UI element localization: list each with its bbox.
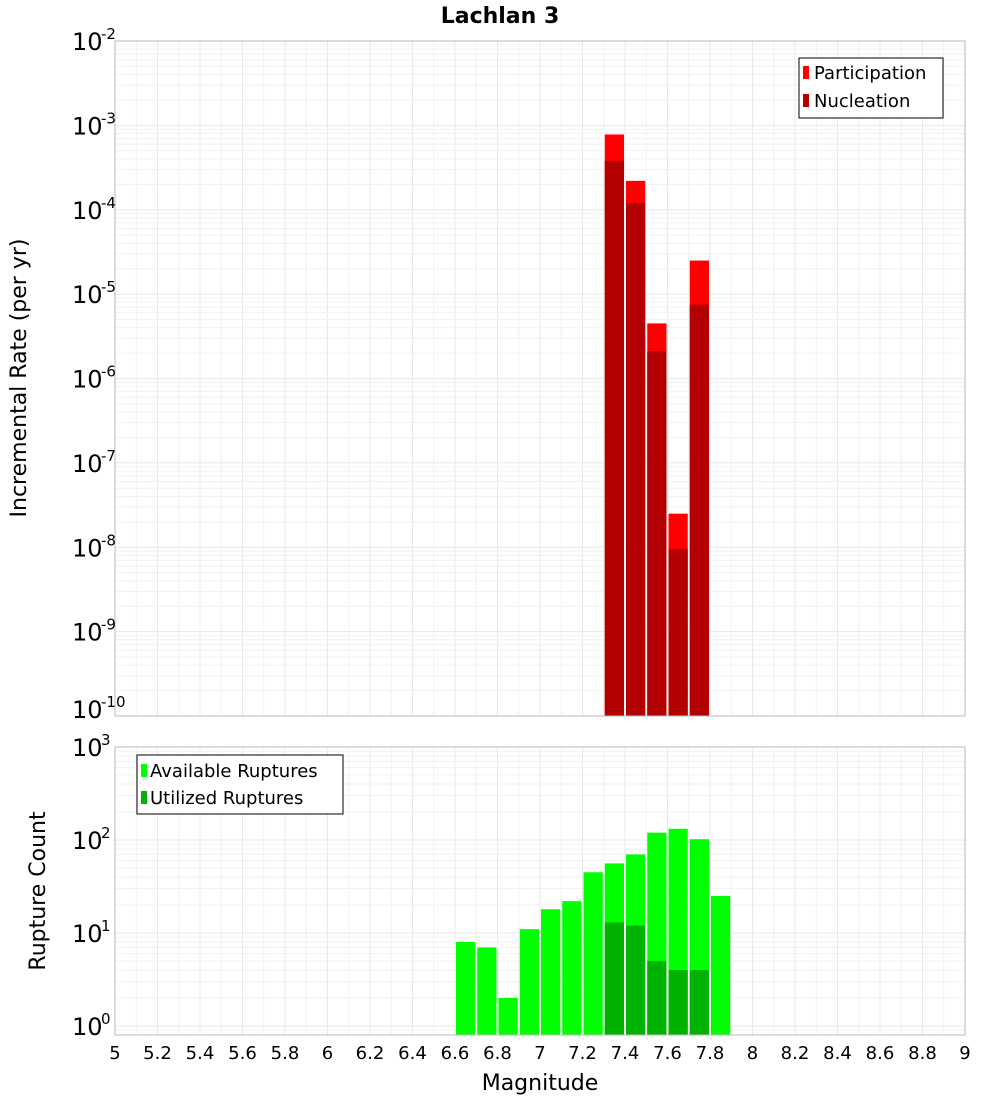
top-legend: Participation Nucleation	[798, 57, 944, 119]
x-tick-label: 6.6	[441, 1043, 470, 1064]
bar-available-7.15	[562, 901, 582, 1035]
x-tick-label: 6.2	[356, 1043, 385, 1064]
bar-nucleation-7.65	[668, 549, 688, 716]
top-bars	[604, 134, 709, 717]
legend-label-utilized: Utilized Ruptures	[150, 788, 303, 809]
bottom-y-axis-label: Rupture Count	[26, 811, 51, 971]
top-y-tick-base: 10	[72, 619, 103, 647]
x-tick-label: 6	[322, 1043, 333, 1064]
top-y-tick-base: 10	[72, 28, 103, 56]
legend-swatch-nucleation	[803, 94, 809, 107]
top-y-tick-exponent: -10	[101, 693, 126, 711]
top-y-tick-base: 10	[72, 281, 103, 309]
top-y-tick-exponent: -3	[101, 109, 116, 127]
bottom-bars	[456, 828, 731, 1035]
top-y-tick-exponent: -5	[101, 278, 116, 296]
x-tick-label: 5.4	[186, 1043, 215, 1064]
bottom-y-tick-base: 10	[72, 920, 103, 948]
bottom-legend-frame	[136, 754, 344, 815]
bottom-y-tick-exponent: 3	[101, 731, 111, 749]
bottom-y-tick-base: 10	[72, 734, 103, 762]
x-tick-label: 7.8	[696, 1043, 725, 1064]
top-plot-frame	[114, 40, 966, 717]
legend-label-nucleation: Nucleation	[814, 91, 910, 112]
top-y-tick-base: 10	[72, 534, 103, 562]
legend-label-available: Available Ruptures	[150, 761, 318, 782]
bar-nucleation-7.35	[604, 160, 624, 717]
top-y-axis-label: Incremental Rate (per yr)	[7, 239, 32, 518]
top-grid	[114, 40, 966, 717]
x-ticks: 5 5.2 5.4 5.6 5.8 6 6.2 6.4 6.6 6.8 7 7.2 7.4 7.6 7.8 8…	[109, 1043, 970, 1064]
bar-utilized-7.75	[689, 969, 709, 1035]
bar-utilized-7.65	[668, 969, 688, 1035]
legend-swatch-available	[141, 764, 147, 777]
bar-available-6.75	[477, 947, 497, 1035]
x-tick-label: 7	[534, 1043, 545, 1064]
bar-nucleation-7.75	[689, 304, 709, 716]
bar-available-7.85	[711, 895, 731, 1035]
top-y-tick-exponent: -7	[101, 447, 116, 465]
x-tick-label: 5.2	[143, 1043, 172, 1064]
bar-available-6.65	[456, 942, 476, 1035]
bar-available-6.95	[519, 929, 539, 1035]
top-y-tick-exponent: -2	[101, 25, 116, 43]
x-tick-label: 5.6	[228, 1043, 257, 1064]
top-y-tick-base: 10	[72, 366, 103, 394]
bottom-y-tick-base: 10	[72, 1013, 103, 1041]
bottom-grid	[114, 746, 966, 1036]
bar-available-7.05	[541, 909, 561, 1035]
x-tick-label: 8.6	[866, 1043, 895, 1064]
bottom-y-tick-exponent: 0	[101, 1010, 111, 1028]
top-y-tick-base: 10	[72, 450, 103, 478]
x-tick-label: 7.2	[568, 1043, 597, 1064]
legend-swatch-participation	[803, 66, 809, 79]
chart-title: Lachlan 3	[441, 4, 560, 29]
bottom-y-tick-base: 10	[72, 827, 103, 855]
top-y-tick-exponent: -6	[101, 363, 116, 381]
x-tick-label: 9	[959, 1043, 970, 1064]
x-tick-label: 7.6	[653, 1043, 682, 1064]
bar-nucleation-7.45	[626, 203, 646, 716]
top-legend-frame	[798, 57, 944, 119]
top-y-tick-exponent: -9	[101, 616, 116, 634]
top-y-tick-base: 10	[72, 197, 103, 225]
top-y-tick-base: 10	[72, 112, 103, 140]
x-tick-label: 8	[747, 1043, 758, 1064]
bar-available-6.85	[498, 997, 518, 1035]
x-axis-label: Magnitude	[482, 1071, 599, 1096]
bottom-legend: Available Ruptures Utilized Ruptures	[136, 754, 344, 815]
x-tick-label: 8.2	[781, 1043, 810, 1064]
x-tick-label: 5.8	[271, 1043, 300, 1064]
x-tick-label: 8.4	[823, 1043, 852, 1064]
top-y-tick-exponent: -4	[101, 194, 116, 212]
bar-utilized-7.45	[626, 925, 646, 1035]
bar-utilized-7.35	[604, 922, 624, 1035]
bottom-plot-frame	[114, 746, 966, 1036]
x-tick-label: 7.4	[611, 1043, 640, 1064]
legend-label-participation: Participation	[814, 63, 926, 84]
top-y-tick-base: 10	[72, 696, 103, 724]
x-tick-label: 8.8	[908, 1043, 937, 1064]
bar-utilized-7.55	[647, 960, 667, 1035]
x-tick-label: 5	[109, 1043, 120, 1064]
bottom-y-tick-exponent: 1	[101, 917, 111, 935]
bar-nucleation-7.55	[647, 351, 667, 716]
x-tick-label: 6.8	[483, 1043, 512, 1064]
top-y-tick-exponent: -8	[101, 531, 116, 549]
bottom-y-tick-exponent: 2	[101, 824, 111, 842]
x-tick-label: 6.4	[398, 1043, 427, 1064]
bar-available-7.25	[583, 872, 603, 1035]
legend-swatch-utilized	[141, 791, 147, 804]
